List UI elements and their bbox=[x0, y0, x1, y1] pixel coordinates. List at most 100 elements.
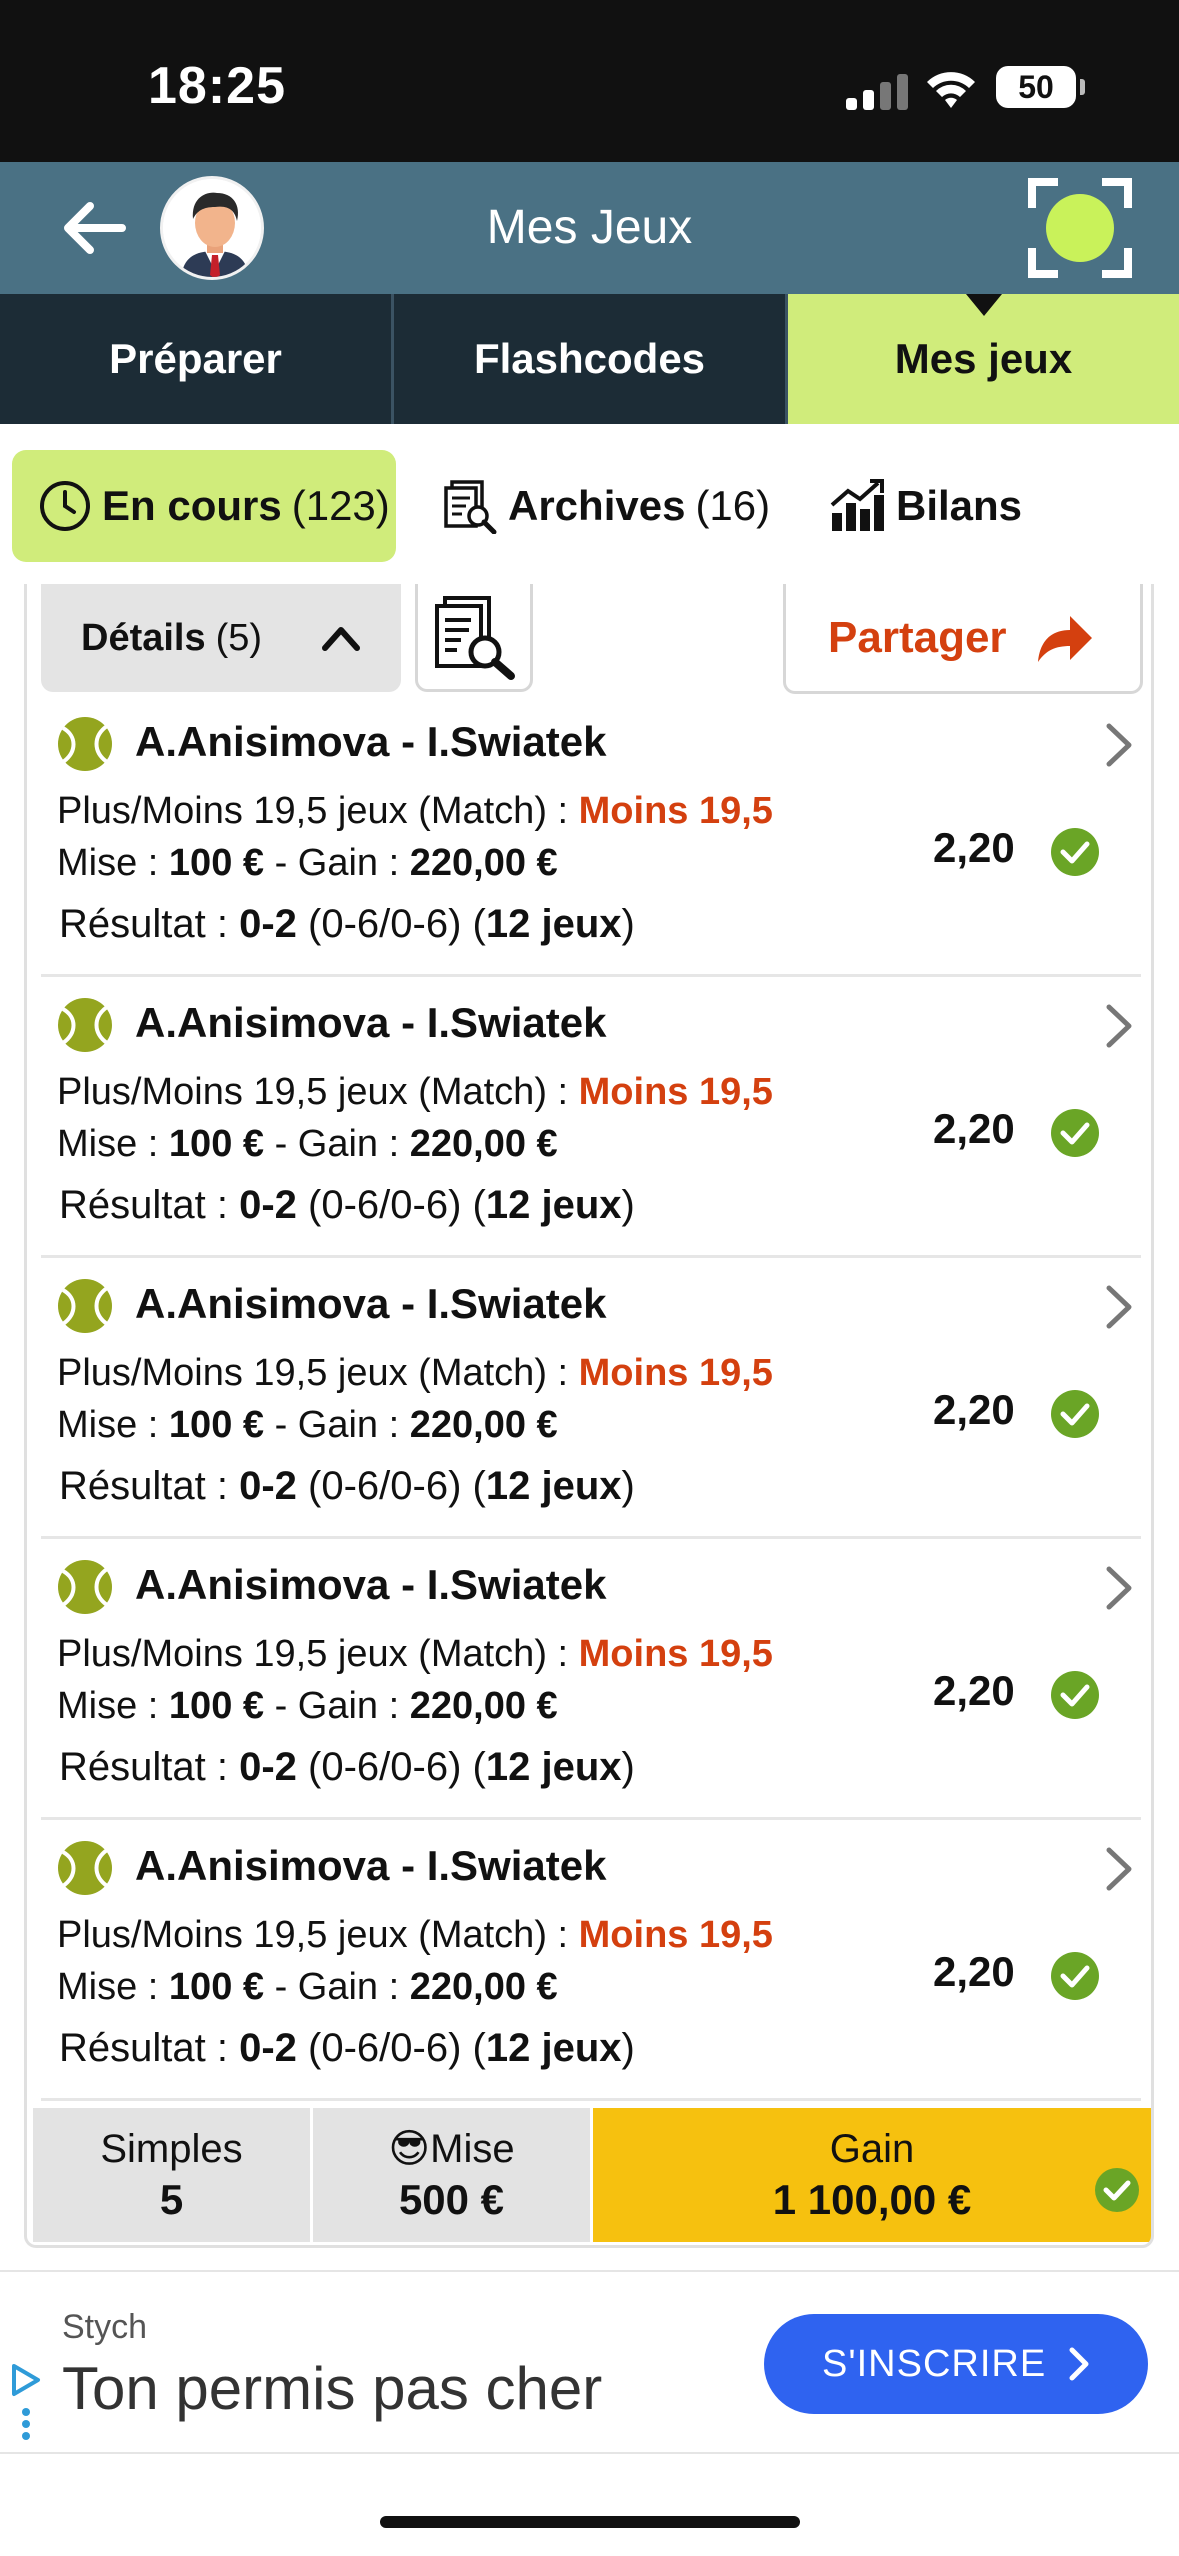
result-label: Résultat : bbox=[59, 1183, 228, 1227]
chevron-right-icon[interactable] bbox=[1103, 1001, 1137, 1051]
gain-value: 220,00 € bbox=[409, 1123, 558, 1165]
check-circle-icon bbox=[1051, 1109, 1099, 1157]
summary-footer: Simples 5 😎Mise 500 € Gain 1 100,00 € bbox=[33, 2108, 1151, 2242]
bet-row[interactable]: A.Anisimova - I.Swiatek Plus/Moins 19,5 … bbox=[41, 696, 1141, 977]
bet-odds: 2,20 bbox=[933, 1386, 1015, 1433]
result-score: 0-2 bbox=[239, 1183, 297, 1227]
document-search-icon bbox=[435, 595, 515, 680]
gain-label: - Gain : bbox=[274, 1404, 400, 1446]
stake-value: 100 € bbox=[168, 1685, 265, 1727]
chevron-right-icon[interactable] bbox=[1103, 1844, 1137, 1894]
subtab-en-cours-label: En cours bbox=[102, 482, 282, 529]
subtab-en-cours-count: (123) bbox=[291, 482, 390, 529]
ad-brand: Stych bbox=[62, 2308, 148, 2346]
subtab-archives-count: (16) bbox=[695, 482, 771, 529]
back-arrow-icon[interactable] bbox=[60, 198, 126, 258]
result-sets: (0-6/0-6) bbox=[308, 1183, 462, 1227]
summary-gain-label: Gain bbox=[829, 2126, 915, 2171]
bet-row[interactable]: A.Anisimova - I.Swiatek Plus/Moins 19,5 … bbox=[41, 977, 1141, 1258]
bet-stake: Mise : 100 € - Gain : 220,00 € bbox=[57, 1685, 558, 1728]
bet-result: Résultat : 0-2 (0-6/0-6) (12 jeux) bbox=[59, 1464, 635, 1508]
status-bar: 18:25 50 bbox=[0, 0, 1179, 162]
signal-icon bbox=[846, 74, 908, 110]
subtab-archives[interactable]: Archives (16) bbox=[442, 450, 770, 562]
bet-result: Résultat : 0-2 (0-6/0-6) (12 jeux) bbox=[59, 1183, 635, 1227]
result-label: Résultat : bbox=[59, 902, 228, 946]
match-title: A.Anisimova - I.Swiatek bbox=[135, 999, 607, 1046]
tennis-ball-icon bbox=[58, 1841, 112, 1895]
gain-value: 220,00 € bbox=[409, 1685, 558, 1727]
stake-value: 100 € bbox=[168, 1404, 265, 1446]
bet-row[interactable]: A.Anisimova - I.Swiatek Plus/Moins 19,5 … bbox=[41, 1539, 1141, 1820]
bet-result: Résultat : 0-2 (0-6/0-6) (12 jeux) bbox=[59, 2026, 635, 2070]
result-score: 0-2 bbox=[239, 902, 297, 946]
subtab-bilans-label: Bilans bbox=[896, 482, 1023, 529]
stake-value: 100 € bbox=[168, 1966, 265, 2008]
bet-slip-card: Détails (5) Partager bbox=[24, 584, 1154, 2248]
share-arrow-icon bbox=[1038, 616, 1092, 662]
user-avatar-icon bbox=[163, 179, 261, 277]
match-title: A.Anisimova - I.Swiatek bbox=[135, 718, 607, 765]
tennis-ball-icon bbox=[58, 1560, 112, 1614]
bet-pick: Moins 19,5 bbox=[578, 1071, 773, 1113]
sub-tabs: En cours (123) Archives (16) Bilans bbox=[0, 424, 1179, 584]
market-label: Plus/Moins 19,5 jeux (Match) : bbox=[57, 1914, 569, 1956]
bet-result: Résultat : 0-2 (0-6/0-6) (12 jeux) bbox=[59, 902, 635, 946]
result-sets: (0-6/0-6) bbox=[308, 902, 462, 946]
scrollbar[interactable] bbox=[1151, 614, 1154, 724]
chevron-right-icon[interactable] bbox=[1103, 720, 1137, 770]
gain-label: - Gain : bbox=[274, 842, 400, 884]
bet-stake: Mise : 100 € - Gain : 220,00 € bbox=[57, 1404, 558, 1447]
result-score: 0-2 bbox=[239, 1464, 297, 1508]
gain-label: - Gain : bbox=[274, 1123, 400, 1165]
avatar[interactable] bbox=[160, 176, 264, 280]
gain-value: 220,00 € bbox=[409, 842, 558, 884]
bet-row[interactable]: A.Anisimova - I.Swiatek Plus/Moins 19,5 … bbox=[41, 1820, 1141, 2101]
check-circle-icon bbox=[1051, 1671, 1099, 1719]
bet-market: Plus/Moins 19,5 jeux (Match) : Moins 19,… bbox=[57, 1071, 773, 1114]
bet-market: Plus/Moins 19,5 jeux (Match) : Moins 19,… bbox=[57, 1914, 773, 1957]
subtab-bilans[interactable]: Bilans bbox=[830, 450, 1022, 562]
share-button[interactable]: Partager bbox=[783, 584, 1143, 694]
bet-stake: Mise : 100 € - Gain : 220,00 € bbox=[57, 842, 558, 885]
bet-odds: 2,20 bbox=[933, 1667, 1015, 1714]
result-games: 12 jeux bbox=[485, 902, 622, 946]
chevron-right-icon bbox=[1069, 2347, 1089, 2381]
bet-pick: Moins 19,5 bbox=[578, 1352, 773, 1394]
gain-label: - Gain : bbox=[274, 1685, 400, 1727]
tab-flashcodes[interactable]: Flashcodes bbox=[394, 294, 788, 424]
app-header: Mes Jeux bbox=[0, 162, 1179, 294]
match-title: A.Anisimova - I.Swiatek bbox=[135, 1842, 607, 1889]
scan-qr-icon[interactable] bbox=[1028, 178, 1132, 278]
result-score: 0-2 bbox=[239, 1745, 297, 1789]
tennis-ball-icon bbox=[58, 717, 112, 771]
chevron-right-icon[interactable] bbox=[1103, 1282, 1137, 1332]
stake-label: Mise : bbox=[57, 1404, 159, 1446]
summary-mise-heading: 😎Mise bbox=[388, 2126, 514, 2172]
bet-odds: 2,20 bbox=[933, 824, 1015, 871]
bet-odds: 2,20 bbox=[933, 1948, 1015, 1995]
tennis-ball-icon bbox=[58, 998, 112, 1052]
home-indicator[interactable] bbox=[380, 2516, 800, 2528]
battery-indicator: 50 bbox=[996, 66, 1085, 108]
bet-stake: Mise : 100 € - Gain : 220,00 € bbox=[57, 1966, 558, 2009]
bet-market: Plus/Moins 19,5 jeux (Match) : Moins 19,… bbox=[57, 790, 773, 833]
result-sets: (0-6/0-6) bbox=[308, 1745, 462, 1789]
chevron-right-icon[interactable] bbox=[1103, 1563, 1137, 1613]
stake-value: 100 € bbox=[168, 842, 265, 884]
ad-signup-button[interactable]: S'INSCRIRE bbox=[764, 2314, 1148, 2414]
details-toggle[interactable]: Détails (5) bbox=[41, 584, 401, 692]
subtab-archives-label: Archives bbox=[508, 482, 686, 529]
tab-mes-jeux[interactable]: Mes jeux bbox=[788, 294, 1179, 424]
summary-mise-label: Mise bbox=[430, 2127, 515, 2171]
bet-row[interactable]: A.Anisimova - I.Swiatek Plus/Moins 19,5 … bbox=[41, 1258, 1141, 1539]
stake-label: Mise : bbox=[57, 1966, 159, 2008]
tab-preparer[interactable]: Préparer bbox=[0, 294, 394, 424]
ad-choices-icon[interactable] bbox=[8, 2364, 42, 2444]
document-search-button[interactable] bbox=[415, 584, 533, 692]
ad-headline: Ton permis pas cher bbox=[62, 2355, 603, 2422]
market-label: Plus/Moins 19,5 jeux (Match) : bbox=[57, 1352, 569, 1394]
subtab-en-cours[interactable]: En cours (123) bbox=[12, 450, 396, 562]
ad-banner[interactable]: Stych Ton permis pas cher S'INSCRIRE bbox=[0, 2270, 1179, 2454]
result-label: Résultat : bbox=[59, 2026, 228, 2070]
